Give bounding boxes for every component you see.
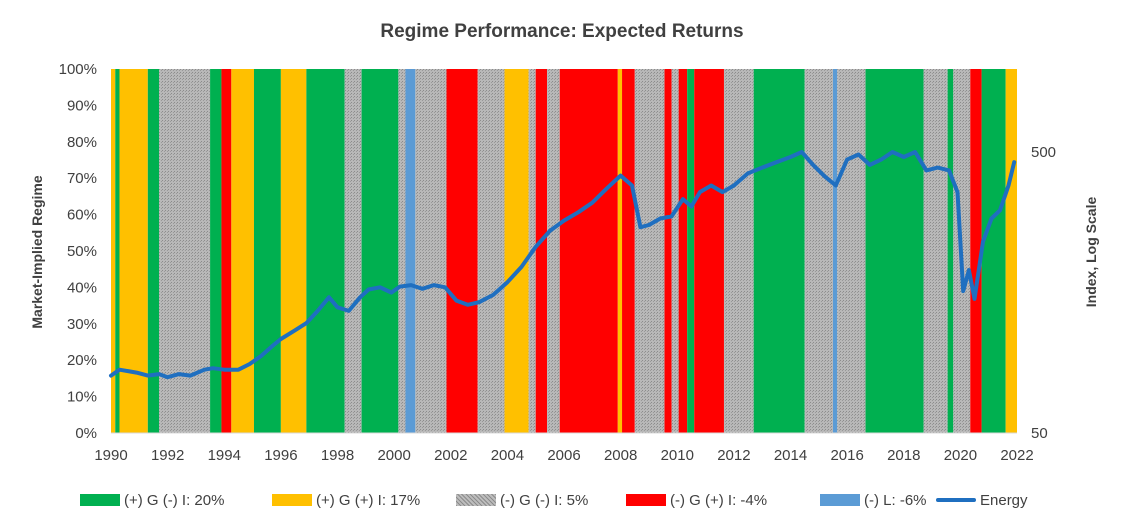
- x-tick-label: 1992: [151, 447, 184, 464]
- legend-label: (-) G (+) I: -4%: [670, 491, 768, 509]
- x-axis-ticks: 1990 1992 1994 1996 1998 2000 2002 2004 2006 2008…: [94, 447, 1033, 464]
- series-layer: [109, 150, 1017, 380]
- regime-band-g_neg_i: [115, 69, 120, 433]
- legend-item-neg_g_neg_i: (-) G (-) I: 5%: [456, 488, 588, 512]
- legend-label: (+) G (+) I: 17%: [316, 491, 421, 509]
- regime-band-g_neg_i: [865, 69, 924, 433]
- regime-band-g_neg_i: [947, 69, 954, 433]
- chart-title: Regime Performance: Expected Returns: [380, 21, 743, 42]
- regime-band-g_pos_i: [111, 69, 116, 433]
- x-tick-label: 2000: [377, 447, 410, 464]
- regime-band-neg_g_neg_i: [344, 69, 362, 433]
- regime-band-g_pos_i: [119, 69, 148, 433]
- legend-item-neg_l: (-) L: -6%: [820, 488, 927, 512]
- regime-band-g_neg_i: [687, 69, 695, 433]
- y-tick-label: 30%: [67, 316, 97, 333]
- regime-band-g_pos_i: [617, 69, 623, 433]
- legend-line-swatch: [936, 498, 976, 502]
- legend-label: (-) G (-) I: 5%: [500, 491, 589, 509]
- regime-band-g_neg_i: [981, 69, 1006, 433]
- regime-band-g_pos_i: [280, 69, 307, 433]
- x-tick-label: 2004: [491, 447, 524, 464]
- regime-bands: [111, 69, 1017, 434]
- x-tick-label: 2014: [774, 447, 807, 464]
- legend-swatch: [80, 494, 120, 506]
- regime-band-neg_l: [405, 69, 416, 433]
- regime-band-neg_g_neg_i: [723, 69, 754, 433]
- x-tick-label: 2008: [604, 447, 637, 464]
- y-tick-label: 60%: [67, 207, 97, 224]
- x-tick-label: 1996: [264, 447, 297, 464]
- x-tick-label: 2012: [717, 447, 750, 464]
- y-axis-ticks: 0% 10% 20% 30% 40% 50% 60% 70% 80% 90% 100%: [59, 61, 97, 442]
- legend-item-g_neg_i: (+) G (-) I: 20%: [80, 488, 224, 512]
- regime-band-neg_g_neg_i: [804, 69, 833, 433]
- regime-band-neg_g_pos_i: [559, 69, 618, 433]
- regime-band-neg_g_pos_i: [694, 69, 724, 433]
- legend-swatch: [626, 494, 666, 506]
- regime-band-neg_g_pos_i: [622, 69, 635, 433]
- regime-band-neg_g_neg_i: [398, 69, 406, 433]
- regime-band-neg_g_pos_i: [446, 69, 478, 433]
- regime-band-neg_g_neg_i: [415, 69, 447, 433]
- regime-band-neg_g_pos_i: [970, 69, 982, 433]
- x-tick-label: 2010: [661, 447, 694, 464]
- y-tick-label: 10%: [67, 389, 97, 406]
- regime-band-neg_g_neg_i: [671, 69, 679, 433]
- regime-band-neg_g_neg_i: [837, 69, 866, 433]
- legend-item-g_pos_i: (+) G (+) I: 17%: [272, 488, 420, 512]
- regime-band-neg_g_pos_i: [535, 69, 548, 433]
- regime-band-g_neg_i: [253, 69, 281, 433]
- x-tick-label: 2006: [547, 447, 580, 464]
- x-tick-label: 2016: [830, 447, 863, 464]
- y-tick-label: 90%: [67, 97, 97, 114]
- regime-band-g_pos_i: [504, 69, 529, 433]
- legend-label: Energy: [980, 491, 1028, 509]
- regime-band-neg_g_neg_i: [477, 69, 505, 433]
- x-tick-label: 2020: [944, 447, 977, 464]
- y2-tick-label: 500: [1031, 144, 1056, 161]
- y2-axis-ticks: 50 500: [1031, 144, 1056, 442]
- legend-label: (-) L: -6%: [864, 491, 927, 509]
- y-tick-label: 20%: [67, 352, 97, 369]
- regime-band-neg_g_neg_i: [547, 69, 560, 433]
- regime-band-neg_g_pos_i: [221, 69, 232, 433]
- regime-band-g_neg_i: [753, 69, 805, 433]
- regime-band-g_pos_i: [231, 69, 254, 433]
- regime-band-neg_g_pos_i: [664, 69, 672, 433]
- regime-band-neg_g_pos_i: [678, 69, 688, 433]
- y-tick-label: 0%: [75, 425, 97, 442]
- regime-band-neg_g_neg_i: [923, 69, 948, 433]
- legend-swatch: [820, 494, 860, 506]
- y2-tick-label: 50: [1031, 425, 1048, 442]
- chart-legend: (+) G (-) I: 20% (+) G (+) I: 17% (-) G (-…: [80, 488, 1080, 512]
- regime-band-g_pos_i: [1005, 69, 1017, 433]
- x-tick-label: 1994: [208, 447, 241, 464]
- x-tick-label: 2022: [1000, 447, 1033, 464]
- x-tick-label: 1998: [321, 447, 354, 464]
- regime-band-g_neg_i: [210, 69, 222, 433]
- x-tick-label: 2002: [434, 447, 467, 464]
- legend-label: (+) G (-) I: 20%: [124, 491, 225, 509]
- series-line-energy: [109, 150, 1017, 380]
- regime-band-g_neg_i: [147, 69, 160, 433]
- legend-item-series: Energy: [936, 488, 1028, 512]
- legend-swatch: [456, 494, 496, 506]
- y-tick-label: 80%: [67, 134, 97, 151]
- y-tick-label: 40%: [67, 279, 97, 296]
- legend-item-neg_g_pos_i: (-) G (+) I: -4%: [626, 488, 767, 512]
- x-tick-label: 1990: [94, 447, 127, 464]
- x-tick-label: 2018: [887, 447, 920, 464]
- legend-swatch: [272, 494, 312, 506]
- y-tick-label: 70%: [67, 170, 97, 187]
- regime-band-g_neg_i: [361, 69, 399, 433]
- regime-band-neg_l: [832, 69, 838, 433]
- regime-band-g_neg_i: [306, 69, 345, 433]
- y-tick-label: 50%: [67, 243, 97, 260]
- y-tick-label: 100%: [59, 61, 97, 78]
- y-axis-title: Market-Implied Regime: [29, 175, 45, 328]
- y2-axis-title: Index, Log Scale: [1083, 197, 1099, 308]
- regime-band-neg_g_neg_i: [634, 69, 665, 433]
